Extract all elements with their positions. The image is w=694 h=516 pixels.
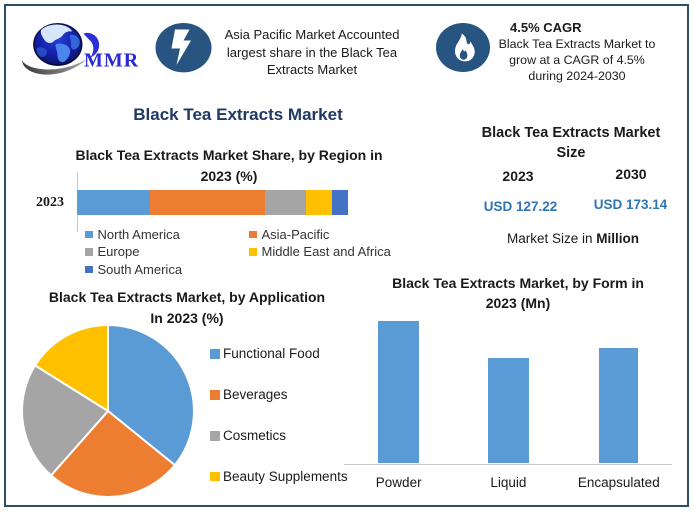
svg-text:MMR: MMR	[84, 50, 139, 72]
